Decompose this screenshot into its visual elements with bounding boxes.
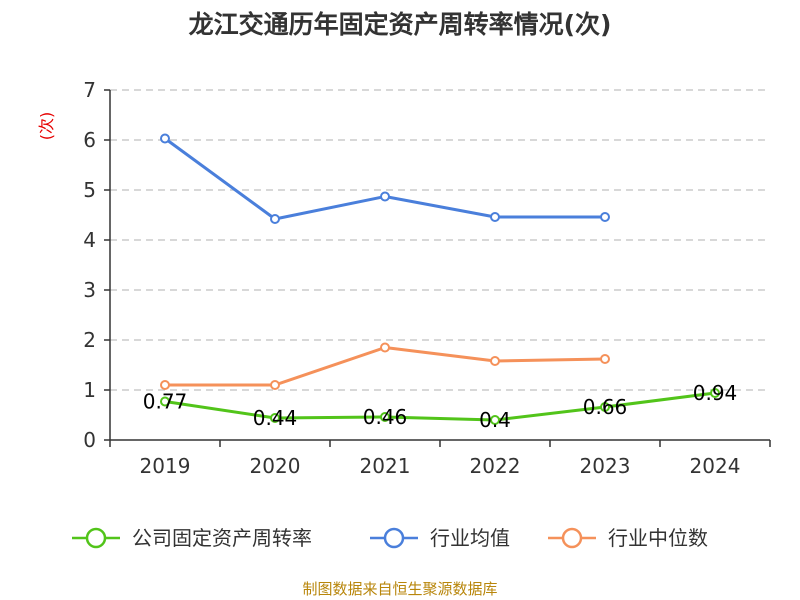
data-point [270,380,280,390]
legend-label: 公司固定资产周转率 [132,526,312,550]
legend-swatch-marker [383,527,405,549]
legend-label: 行业均值 [430,526,510,550]
y-tick-label: 5 [83,178,96,202]
legend-label: 行业中位数 [608,526,708,550]
data-point [490,415,500,425]
axes: 0 1 2 3 4 5 6 7 2019 2020 2021 2022 2023 2024 [83,78,771,478]
data-point [490,212,500,222]
data-label: 0.44 [253,406,298,430]
data-point [160,133,170,144]
y-axis-label: (次) [37,112,56,141]
data-point [380,191,390,202]
x-tick-label: 2020 [250,454,301,478]
data-point [380,412,390,422]
legend: 公司固定资产周转率 行业均值 行业中位数 [72,526,708,550]
data-point [600,212,610,222]
data-point [160,396,170,407]
data-point [600,354,610,364]
data-point [270,413,280,423]
y-tick-label: 1 [83,378,96,402]
data-point [160,380,170,390]
y-tick-label: 2 [83,328,96,352]
data-point [600,402,610,412]
source-note: 制图数据来自恒生聚源数据库 [302,580,497,598]
data-label: 0.94 [693,381,738,405]
data-label: 0.66 [583,395,628,419]
data-labels: 0.77 0.44 0.46 0.4 0.66 0.94 [143,381,738,432]
data-point [270,214,280,224]
x-tick-label: 2023 [580,454,631,478]
series-line [163,137,607,221]
legend-swatch-marker [85,527,107,549]
data-point [380,342,390,353]
x-tick-label: 2021 [360,454,411,478]
series-line [163,346,607,387]
data-label: 0.77 [143,390,188,414]
gridlines [110,89,770,391]
y-tick-label: 0 [83,428,96,452]
chart-title: 龙江交通历年固定资产周转率情况(次) [189,10,612,39]
y-tick-label: 3 [83,278,96,302]
x-tick-label: 2024 [690,454,741,478]
data-point [710,388,720,398]
data-label: 0.46 [363,405,408,429]
series-lines [160,133,720,425]
data-point [490,356,500,366]
y-tick-label: 7 [83,78,96,102]
y-tick-label: 4 [83,228,96,252]
series-line [163,391,717,422]
y-tick-label: 6 [83,128,96,152]
x-tick-label: 2022 [470,454,521,478]
x-tick-label: 2019 [140,454,191,478]
data-label: 0.4 [479,408,511,432]
legend-swatch-marker [561,527,583,549]
